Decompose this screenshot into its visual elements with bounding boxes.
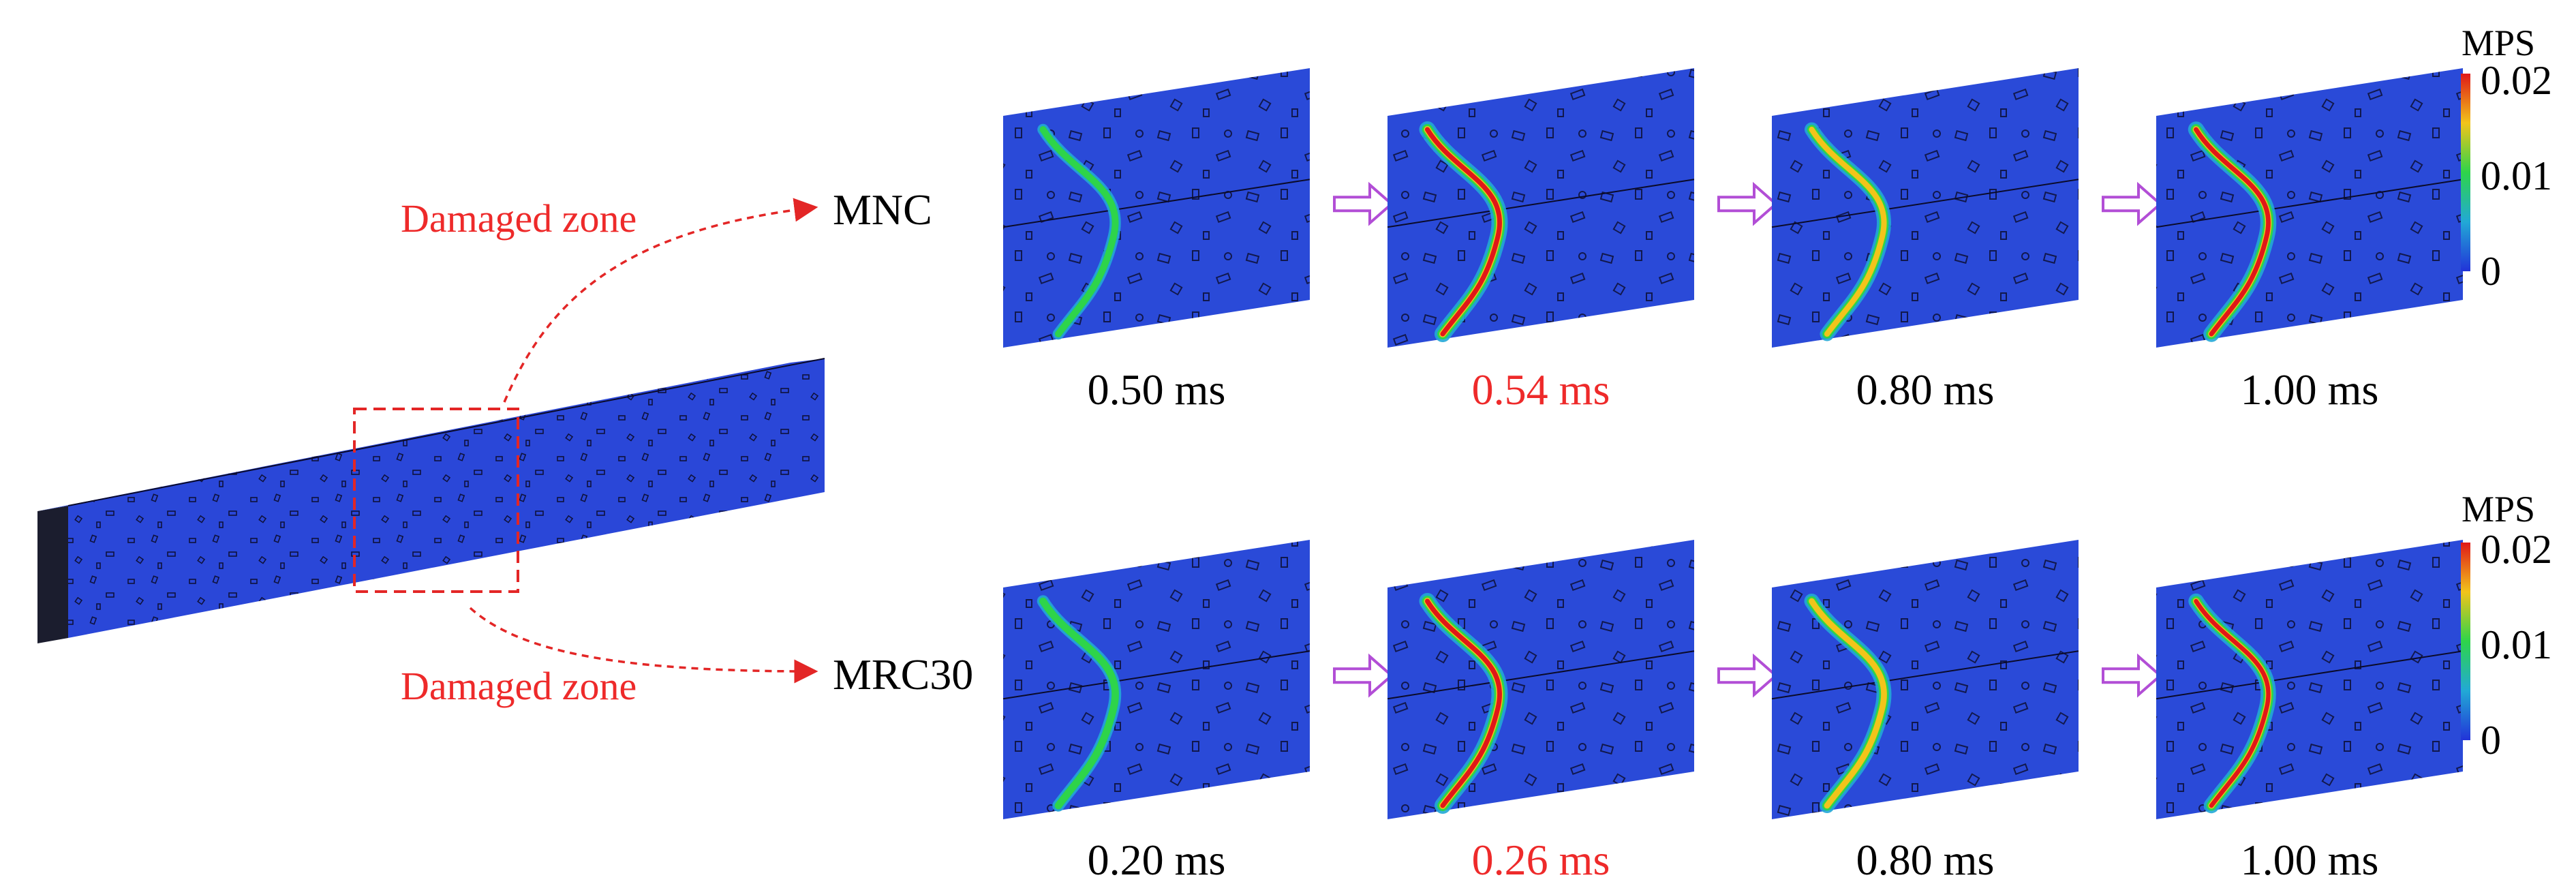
progress-arrow [1717,653,1779,698]
slab-interface-line [1771,179,2079,228]
legend-tick-max-bottom: 0.02 [2481,527,2552,572]
slab-aggregates [2156,68,2463,348]
slab-frame-mrc30-1 [1002,540,1310,819]
progress-arrow [1333,181,1394,226]
slab-aggregates [1387,68,1694,348]
time-label: 0.50 ms [1087,365,1226,414]
crack-band [1419,593,1508,814]
slab-interface-line [1771,650,2079,700]
row-label-mrc30: MRC30 [833,650,974,699]
beam-end-face [37,506,68,643]
slab-interface-line [1387,650,1695,700]
slab-aggregates [1003,540,1310,819]
damaged-zone-label-top: Damaged zone [401,196,637,241]
time-label: 0.80 ms [1856,365,1995,414]
slab-interface-line [2156,650,2464,700]
legend-tick-mid-bottom: 0.01 [2481,622,2552,667]
time-label: 0.26 ms [1471,836,1610,884]
slab-aggregates [2156,540,2463,819]
legend-tick-min-bottom: 0 [2481,718,2501,763]
beam-edge [67,358,825,506]
progress-arrow [1333,653,1394,698]
slab-interface-line [1002,650,1310,700]
slab-aggregates [1772,540,2079,819]
progress-arrow [1717,181,1779,226]
slab-interface-line [2156,179,2464,228]
mps-legend-bar-bottom [2461,543,2470,740]
legend-tick-min-top: 0 [2481,249,2501,294]
crack-band [1805,122,1891,341]
time-label: 0.54 ms [1471,365,1610,414]
slab-frame-mnc-1 [1002,68,1310,348]
slab-frame-mnc-4 [2156,68,2464,348]
slab-frame-mnc-2 [1387,68,1695,348]
damaged-zone-box [353,408,519,593]
time-label: 0.80 ms [1856,836,1995,884]
crack-band [2188,121,2277,342]
crack-band [1037,595,1122,812]
crack-band [2188,593,2276,814]
callout-arrow-mnc [503,198,818,403]
crack-band [1804,594,1892,813]
legend-tick-max-top: 0.02 [2481,58,2552,103]
time-label: 1.00 ms [2240,836,2379,884]
legend-title-top: MPS [2462,22,2536,63]
callout-arrow-mrc30 [469,607,818,684]
crack-band [1419,121,1508,342]
slab-interface-line [1387,179,1695,228]
slab-interface-line [1002,179,1310,228]
legend-title-bottom: MPS [2462,489,2536,530]
slab-frame-mrc30-2 [1387,540,1695,819]
time-label: 0.20 ms [1087,836,1226,884]
mps-legend-bar-top [2461,74,2470,271]
row-label-mnc: MNC [833,185,932,234]
slab-aggregates [1003,68,1310,348]
slab-frame-mnc-3 [1771,68,2079,348]
crack-band [1037,123,1121,340]
slab-aggregates [1772,68,2079,348]
beam-aggregates-front [68,359,825,638]
progress-arrow [2102,181,2163,226]
progress-arrow [2102,653,2163,698]
slab-frame-mrc30-3 [1771,540,2079,819]
legend-tick-mid-top: 0.01 [2481,153,2552,198]
concrete-beam [37,358,825,643]
slab-frame-mrc30-4 [2156,540,2464,819]
time-label: 1.00 ms [2240,365,2379,414]
frames-layer [1002,68,2464,819]
damaged-zone-label-bottom: Damaged zone [401,664,637,708]
slab-aggregates [1387,540,1694,819]
